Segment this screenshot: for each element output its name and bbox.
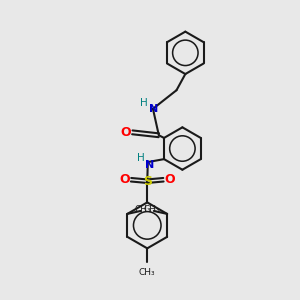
Text: CH₃: CH₃ <box>139 268 156 277</box>
Text: S: S <box>143 175 152 188</box>
Text: N: N <box>149 104 158 114</box>
Text: N: N <box>145 160 154 170</box>
Text: O: O <box>165 173 175 186</box>
Text: H: H <box>140 98 147 109</box>
Text: O: O <box>119 173 130 186</box>
Text: CH₃: CH₃ <box>144 205 160 214</box>
Text: H: H <box>137 153 145 163</box>
Text: O: O <box>121 126 131 139</box>
Text: CH₃: CH₃ <box>134 205 151 214</box>
